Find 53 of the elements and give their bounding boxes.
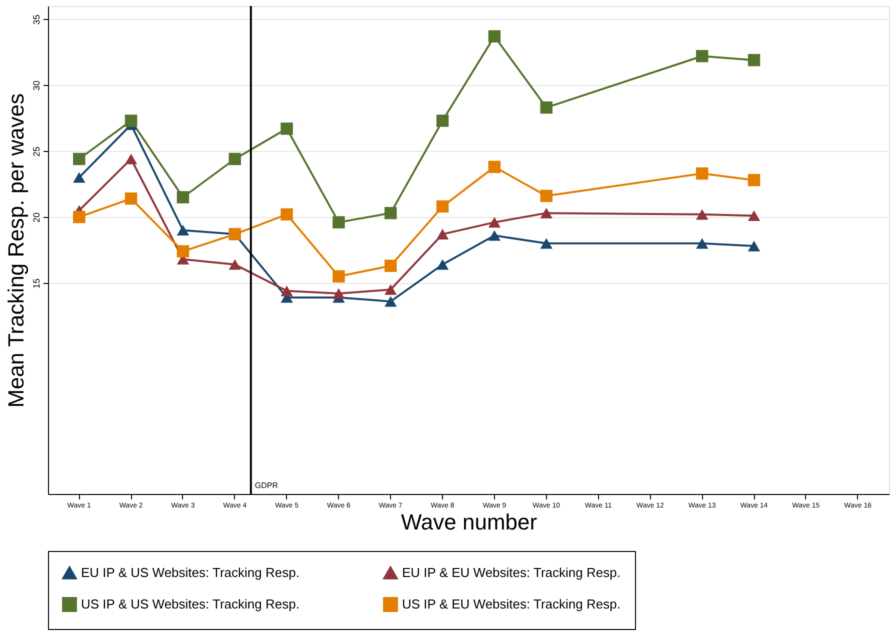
- point: [540, 208, 552, 218]
- y-tick-label: 20: [32, 212, 42, 223]
- point: [124, 192, 138, 205]
- point: [696, 209, 708, 220]
- point: [280, 286, 293, 296]
- legend-label: EU IP & EU Websites: Tracking Resp.: [402, 564, 620, 580]
- point: [176, 191, 190, 204]
- point: [384, 260, 397, 272]
- point: [176, 245, 190, 258]
- point: [332, 288, 345, 299]
- point: [696, 167, 708, 180]
- point: [384, 206, 397, 220]
- point: [384, 296, 397, 307]
- y-tick-label: 30: [32, 80, 42, 91]
- point: [332, 216, 345, 228]
- point: [436, 228, 449, 240]
- legend-label: US IP & US Websites: Tracking Resp.: [81, 596, 300, 612]
- y-tick-label: 25: [32, 146, 42, 157]
- point: [176, 224, 190, 236]
- point: [540, 238, 552, 249]
- legend-label: US IP & EU Websites: Tracking Resp.: [402, 596, 620, 612]
- point: [748, 240, 760, 252]
- point: [748, 210, 760, 222]
- y-axis-title: Mean Tracking Resp. per waves: [4, 93, 28, 408]
- point: [436, 259, 449, 270]
- point: [488, 160, 501, 174]
- y-tick-label: 15: [32, 278, 42, 288]
- point: [124, 114, 138, 127]
- point: [73, 172, 86, 183]
- point: [384, 284, 397, 295]
- point: [280, 122, 293, 135]
- point: [540, 190, 552, 202]
- point: [696, 50, 708, 62]
- point: [540, 101, 552, 114]
- point: [228, 152, 242, 166]
- point: [124, 154, 138, 164]
- point: [280, 208, 293, 221]
- point: [73, 152, 86, 166]
- x-axis-title: Wave number: [400, 510, 538, 534]
- point: [436, 200, 449, 213]
- point: [748, 54, 760, 66]
- legend-label: EU IP & US Websites: Tracking Resp.: [81, 564, 300, 580]
- point: [73, 210, 86, 224]
- point: [436, 114, 449, 127]
- point: [332, 270, 345, 282]
- point: [228, 259, 242, 270]
- y-tick-label: 35: [32, 14, 42, 25]
- point: [696, 238, 708, 249]
- ref-line-label: GDPR: [254, 481, 278, 490]
- point: [488, 30, 501, 42]
- point: [748, 174, 760, 186]
- point: [488, 230, 501, 241]
- point: [488, 217, 501, 228]
